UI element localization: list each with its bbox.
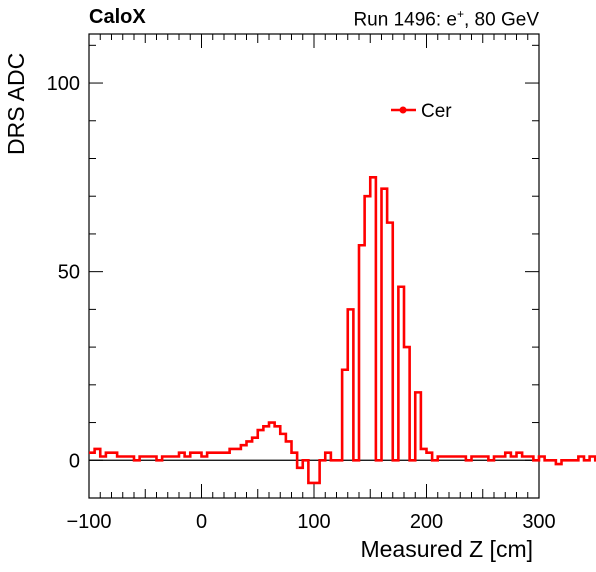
run-info-suffix: , 80 GeV: [464, 9, 539, 31]
experiment-label: CaloX: [89, 6, 146, 28]
axis-ticks: [88, 34, 540, 499]
histogram-series-cer: [89, 176, 596, 485]
plot-frame: [88, 33, 540, 499]
y-axis-label: DRS ADC: [3, 53, 29, 155]
legend-label: Cer: [421, 101, 452, 122]
tick-labels: −100 0 100 200 300 0 50 100: [47, 73, 556, 533]
x-tick-label: −100: [66, 511, 111, 533]
x-axis-label: Measured Z [cm]: [360, 536, 533, 562]
x-tick-label: 200: [410, 511, 443, 533]
run-info-label: Run 1496: e+, 80 GeV: [353, 7, 539, 31]
run-info-prefix: Run 1496: e: [353, 9, 457, 31]
y-tick-label: 100: [47, 73, 80, 95]
x-tick-label: 300: [522, 511, 555, 533]
x-tick-label: 0: [196, 511, 207, 533]
run-info-sup: +: [456, 7, 464, 21]
y-tick-label: 50: [58, 262, 80, 284]
legend: Cer: [391, 101, 452, 122]
y-tick-label: 0: [69, 450, 80, 472]
legend-marker: [399, 106, 407, 114]
x-tick-label: 100: [297, 511, 330, 533]
